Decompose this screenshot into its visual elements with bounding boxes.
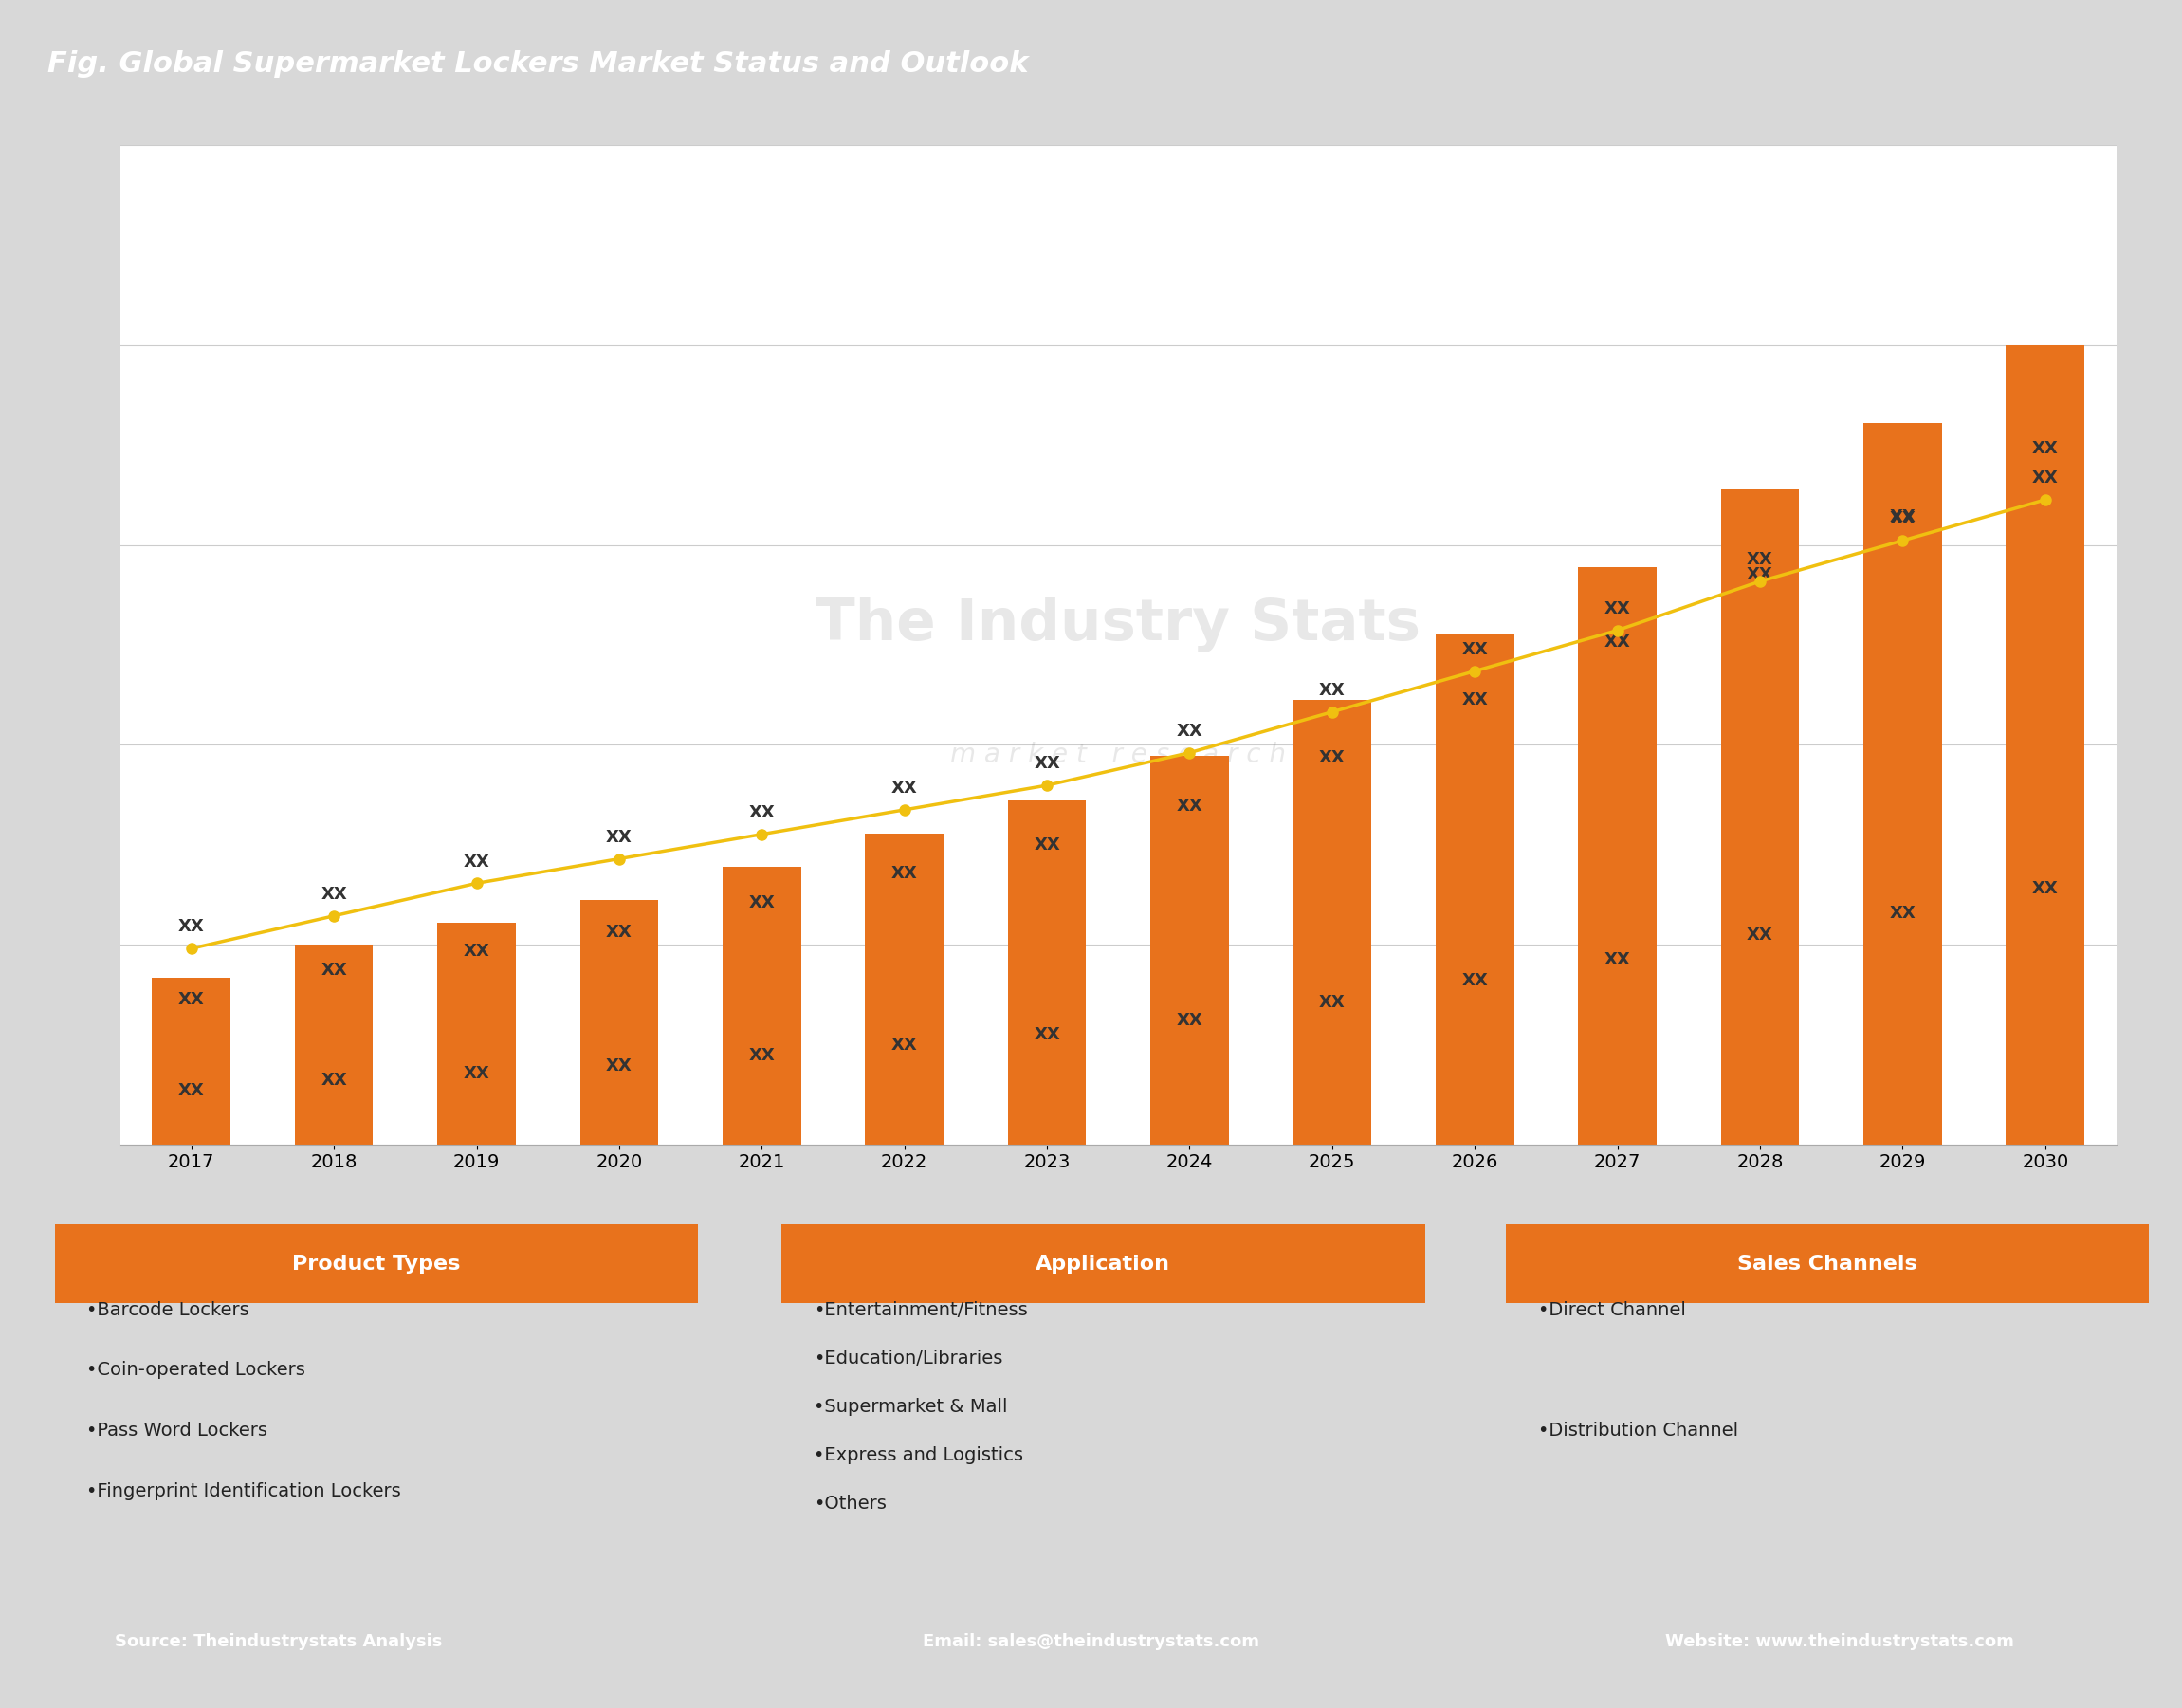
Bar	[1578, 567, 1656, 1144]
Text: XX: XX	[179, 1083, 205, 1100]
Bar	[580, 900, 659, 1144]
Text: XX: XX	[1320, 994, 1346, 1011]
Text: The Industry Stats: The Industry Stats	[816, 596, 1420, 652]
Text: XX: XX	[607, 1057, 633, 1074]
Bar	[1436, 634, 1514, 1144]
Text: XX: XX	[890, 779, 916, 796]
Legend: Revenue (Million $), Y-oY Growth Rate (%): Revenue (Million $), Y-oY Growth Rate (%…	[834, 1230, 1403, 1269]
Text: XX: XX	[1034, 837, 1060, 854]
Text: XX: XX	[607, 924, 633, 941]
Text: XX: XX	[1034, 755, 1060, 772]
Text: •Supermarket & Mall: •Supermarket & Mall	[814, 1397, 1008, 1416]
Text: XX: XX	[463, 943, 489, 960]
Bar	[1150, 755, 1228, 1144]
Text: XX: XX	[1604, 951, 1630, 968]
Bar	[295, 945, 373, 1144]
Text: Fig. Global Supermarket Lockers Market Status and Outlook: Fig. Global Supermarket Lockers Market S…	[48, 50, 1028, 79]
Text: XX: XX	[1890, 511, 1916, 528]
Bar	[1863, 424, 1942, 1144]
Text: •Direct Channel: •Direct Channel	[1538, 1301, 1685, 1319]
FancyBboxPatch shape	[781, 1225, 1425, 1303]
Text: XX: XX	[890, 866, 916, 883]
Text: •Distribution Channel: •Distribution Channel	[1538, 1421, 1739, 1440]
Text: •Coin-operated Lockers: •Coin-operated Lockers	[87, 1361, 305, 1380]
Bar	[2005, 345, 2084, 1144]
Text: XX: XX	[1604, 600, 1630, 617]
Text: XX: XX	[2031, 441, 2058, 458]
Bar	[1722, 490, 1800, 1144]
Text: •Others: •Others	[814, 1494, 886, 1512]
Text: •Barcode Lockers: •Barcode Lockers	[87, 1301, 249, 1319]
Text: XX: XX	[463, 1064, 489, 1081]
Text: •Pass Word Lockers: •Pass Word Lockers	[87, 1421, 268, 1440]
Text: XX: XX	[1604, 634, 1630, 651]
Text: XX: XX	[1748, 565, 1774, 582]
Text: •Education/Libraries: •Education/Libraries	[814, 1349, 1002, 1366]
Text: XX: XX	[1462, 972, 1488, 989]
Text: XX: XX	[321, 962, 347, 979]
Text: XX: XX	[2031, 470, 2058, 487]
Text: XX: XX	[321, 1073, 347, 1090]
Text: XX: XX	[1462, 640, 1488, 658]
Bar	[1294, 700, 1372, 1144]
Text: •Express and Logistics: •Express and Logistics	[814, 1447, 1023, 1464]
FancyBboxPatch shape	[55, 1225, 698, 1303]
Text: XX: XX	[890, 1037, 916, 1054]
Bar	[436, 922, 515, 1144]
Text: Website: www.theindustrystats.com: Website: www.theindustrystats.com	[1665, 1633, 2014, 1650]
Text: m a r k e t   r e s e a r c h: m a r k e t r e s e a r c h	[951, 741, 1285, 769]
Text: XX: XX	[1748, 926, 1774, 943]
Text: Email: sales@theindustrystats.com: Email: sales@theindustrystats.com	[923, 1633, 1259, 1650]
Text: XX: XX	[1462, 692, 1488, 709]
Text: XX: XX	[1890, 507, 1916, 524]
Bar	[722, 866, 801, 1144]
Text: XX: XX	[179, 919, 205, 936]
Text: XX: XX	[1176, 1011, 1202, 1028]
Text: XX: XX	[1034, 1027, 1060, 1044]
Text: XX: XX	[179, 991, 205, 1008]
Text: Source: Theindustrystats Analysis: Source: Theindustrystats Analysis	[116, 1633, 443, 1650]
Text: XX: XX	[2031, 880, 2058, 897]
Bar	[153, 977, 231, 1144]
Bar	[1008, 799, 1087, 1144]
Text: XX: XX	[321, 886, 347, 904]
Text: XX: XX	[463, 852, 489, 869]
Text: XX: XX	[1176, 722, 1202, 740]
Text: Product Types: Product Types	[292, 1254, 460, 1272]
Text: XX: XX	[1320, 681, 1346, 699]
Text: XX: XX	[1748, 552, 1774, 569]
Text: Application: Application	[1036, 1254, 1170, 1272]
Text: XX: XX	[607, 828, 633, 845]
Text: XX: XX	[748, 1047, 775, 1064]
Text: XX: XX	[1320, 750, 1346, 767]
Text: •Entertainment/Fitness: •Entertainment/Fitness	[814, 1301, 1028, 1319]
Bar	[864, 834, 943, 1144]
Text: XX: XX	[748, 895, 775, 912]
Text: XX: XX	[748, 804, 775, 822]
FancyBboxPatch shape	[1506, 1225, 2149, 1303]
Text: XX: XX	[1890, 905, 1916, 922]
Text: XX: XX	[1176, 798, 1202, 815]
Text: Sales Channels: Sales Channels	[1737, 1254, 1918, 1272]
Text: •Fingerprint Identification Lockers: •Fingerprint Identification Lockers	[87, 1483, 401, 1500]
